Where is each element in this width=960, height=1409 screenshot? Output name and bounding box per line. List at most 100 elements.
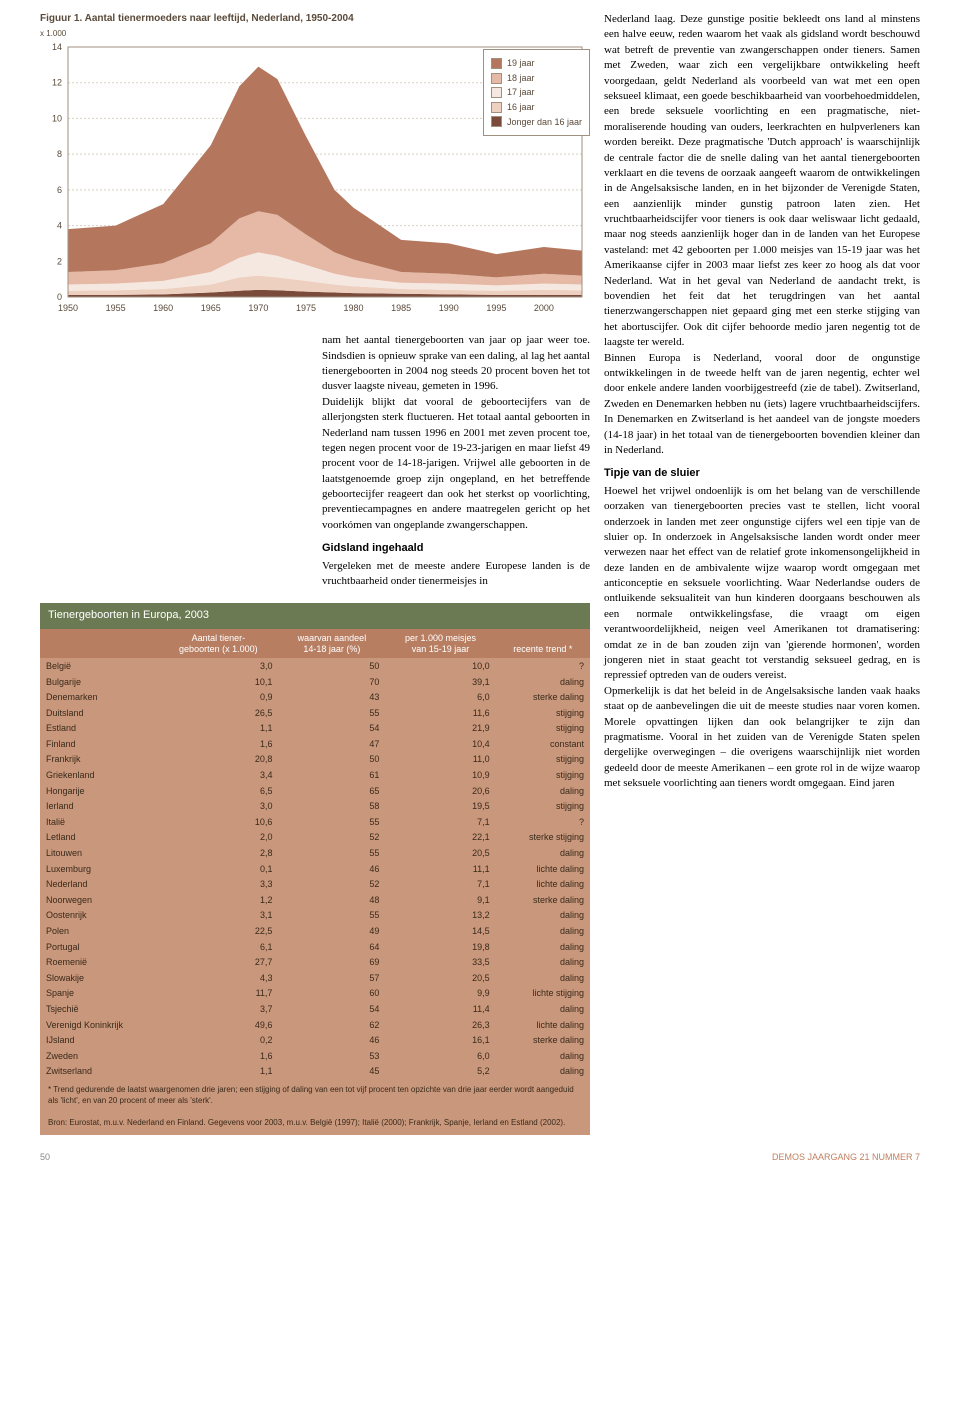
table-cell: Oostenrijk: [40, 908, 158, 924]
table-cell: 3,0: [158, 799, 278, 815]
chart-y-unit: x 1.000: [40, 28, 590, 39]
table-cell: 46: [278, 1033, 385, 1049]
table-cell: lichte daling: [496, 877, 590, 893]
table-cell: Duitsland: [40, 705, 158, 721]
legend-label: 16 jaar: [507, 101, 535, 114]
legend-swatch: [491, 87, 502, 98]
chart-container: 0246810121419501955196019651970197519801…: [40, 39, 590, 319]
table-cell: sterke daling: [496, 1033, 590, 1049]
publication-info: DEMOS JAARGANG 21 NUMMER 7: [772, 1151, 920, 1164]
table-cell: 21,9: [385, 721, 495, 737]
table-cell: Noorwegen: [40, 892, 158, 908]
table-cell: Finland: [40, 736, 158, 752]
table-cell: 9,9: [385, 986, 495, 1002]
svg-text:6: 6: [57, 185, 62, 195]
table-header-cell: recente trend *: [496, 629, 590, 659]
table-cell: 3,0: [158, 658, 278, 674]
svg-text:8: 8: [57, 149, 62, 159]
table-cell: 58: [278, 799, 385, 815]
table-row: België3,05010,0?: [40, 658, 590, 674]
table-cell: 20,6: [385, 783, 495, 799]
svg-text:1955: 1955: [106, 303, 126, 313]
table-row: Italië10,6557,1?: [40, 814, 590, 830]
table-cell: 6,0: [385, 690, 495, 706]
table-cell: 11,6: [385, 705, 495, 721]
table-row: Nederland3,3527,1lichte daling: [40, 877, 590, 893]
table-cell: 3,7: [158, 1001, 278, 1017]
legend-label: 19 jaar: [507, 57, 535, 70]
legend-label: 17 jaar: [507, 86, 535, 99]
svg-text:1950: 1950: [58, 303, 78, 313]
svg-text:1960: 1960: [153, 303, 173, 313]
table-cell: 10,1: [158, 674, 278, 690]
table-cell: sterke stijging: [496, 830, 590, 846]
table-row: Luxemburg0,14611,1lichte daling: [40, 861, 590, 877]
table-cell: 50: [278, 752, 385, 768]
table-row: Hongarije6,56520,6daling: [40, 783, 590, 799]
table-cell: 10,9: [385, 768, 495, 784]
table-cell: Zweden: [40, 1048, 158, 1064]
table-row: Polen22,54914,5daling: [40, 924, 590, 940]
data-table: Tienergeboorten in Europa, 2003 Aantal t…: [40, 603, 590, 1134]
table-header-cell: [40, 629, 158, 659]
table-cell: 52: [278, 877, 385, 893]
table-cell: 27,7: [158, 955, 278, 971]
table-cell: Estland: [40, 721, 158, 737]
table-footnote: * Trend gedurende de laatst waargenomen …: [40, 1079, 590, 1112]
table-cell: 60: [278, 986, 385, 1002]
table-cell: 1,6: [158, 1048, 278, 1064]
table-cell: 55: [278, 908, 385, 924]
table-cell: stijging: [496, 799, 590, 815]
table-cell: ?: [496, 814, 590, 830]
table-cell: 20,5: [385, 970, 495, 986]
table-cell: 26,5: [158, 705, 278, 721]
table-row: Denemarken0,9436,0sterke daling: [40, 690, 590, 706]
table-cell: 7,1: [385, 877, 495, 893]
svg-text:0: 0: [57, 292, 62, 302]
table-cell: Tsjechië: [40, 1001, 158, 1017]
table-cell: 3,4: [158, 768, 278, 784]
table-row: Spanje11,7609,9lichte stijging: [40, 986, 590, 1002]
table-cell: daling: [496, 908, 590, 924]
table-cell: Polen: [40, 924, 158, 940]
body-paragraph: Opmerkelijk is dat het beleid in de Ange…: [604, 684, 920, 792]
table-cell: 48: [278, 892, 385, 908]
table-row: Ierland3,05819,5stijging: [40, 799, 590, 815]
table-cell: Litouwen: [40, 846, 158, 862]
table-row: Duitsland26,55511,6stijging: [40, 705, 590, 721]
table-cell: daling: [496, 1001, 590, 1017]
table-row: Tsjechië3,75411,4daling: [40, 1001, 590, 1017]
table-cell: daling: [496, 1064, 590, 1080]
table-cell: Portugal: [40, 939, 158, 955]
table-cell: 22,1: [385, 830, 495, 846]
table-cell: 20,8: [158, 752, 278, 768]
svg-text:4: 4: [57, 221, 62, 231]
table-cell: daling: [496, 674, 590, 690]
table-cell: 2,0: [158, 830, 278, 846]
table-cell: 11,0: [385, 752, 495, 768]
legend-swatch: [491, 116, 502, 127]
table-cell: 0,1: [158, 861, 278, 877]
table-cell: 54: [278, 721, 385, 737]
table-cell: IJsland: [40, 1033, 158, 1049]
table-cell: 69: [278, 955, 385, 971]
table-cell: Denemarken: [40, 690, 158, 706]
table-row: Slowakije4,35720,5daling: [40, 970, 590, 986]
table-cell: Slowakije: [40, 970, 158, 986]
table-cell: daling: [496, 846, 590, 862]
table-cell: 6,0: [385, 1048, 495, 1064]
table-cell: 10,0: [385, 658, 495, 674]
table-row: Oostenrijk3,15513,2daling: [40, 908, 590, 924]
body-paragraph: nam het aantal tienergeboorten van jaar …: [322, 333, 590, 395]
table-cell: ?: [496, 658, 590, 674]
body-paragraph: Nederland laag. Deze gunstige positie be…: [604, 12, 920, 351]
table-cell: 2,8: [158, 846, 278, 862]
table-cell: Verenigd Koninkrijk: [40, 1017, 158, 1033]
table-cell: 19,5: [385, 799, 495, 815]
table-cell: 65: [278, 783, 385, 799]
svg-text:1985: 1985: [391, 303, 411, 313]
legend-label: Jonger dan 16 jaar: [507, 116, 582, 129]
svg-text:1975: 1975: [296, 303, 316, 313]
table-cell: stijging: [496, 768, 590, 784]
table-cell: Frankrijk: [40, 752, 158, 768]
